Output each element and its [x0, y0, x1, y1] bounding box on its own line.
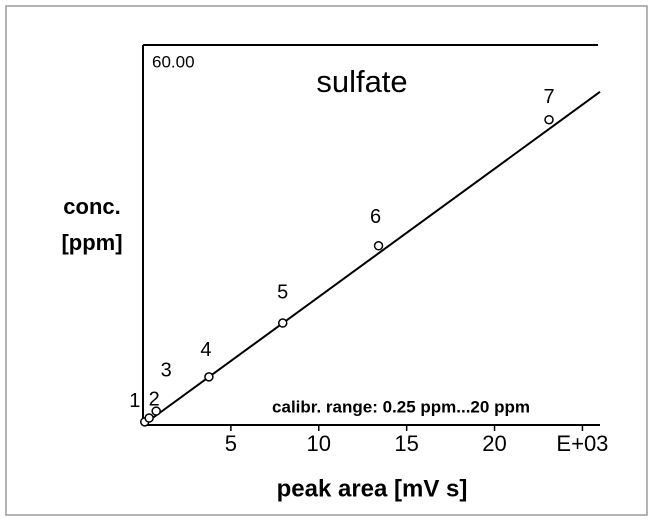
- point-label: 3: [161, 359, 172, 381]
- point-label: 4: [200, 339, 211, 361]
- data-point: [151, 406, 161, 416]
- y-tick-label: 60.00: [152, 52, 195, 71]
- x-tick-label: 5: [225, 431, 237, 456]
- data-point: [277, 318, 288, 328]
- x-axis-label: peak area [mV s]: [277, 475, 468, 502]
- data-point: [373, 241, 384, 251]
- point-label: 1: [129, 390, 140, 412]
- point-label: 2: [149, 388, 160, 410]
- y-axis-label: [ppm]: [61, 230, 122, 255]
- x-tick-label: 10: [307, 431, 331, 456]
- data-point: [144, 413, 154, 423]
- point-label: 5: [277, 281, 288, 303]
- annotation-box: [212, 393, 592, 421]
- x-tick-label: 15: [394, 431, 418, 456]
- fit-line: [142, 91, 601, 426]
- x-tick-label: 20: [482, 431, 506, 456]
- frame: [5, 5, 648, 516]
- chart-title: sulfate: [316, 64, 407, 99]
- data-point: [544, 114, 554, 125]
- annotation: calibr. range: 0.25 ppm...20 ppm: [272, 397, 530, 416]
- data-point: [204, 372, 214, 382]
- point-label: 6: [370, 206, 381, 228]
- y-axis-label: conc.: [63, 194, 120, 219]
- point-label: 7: [543, 86, 554, 108]
- x-tick-label: E+03: [556, 431, 608, 456]
